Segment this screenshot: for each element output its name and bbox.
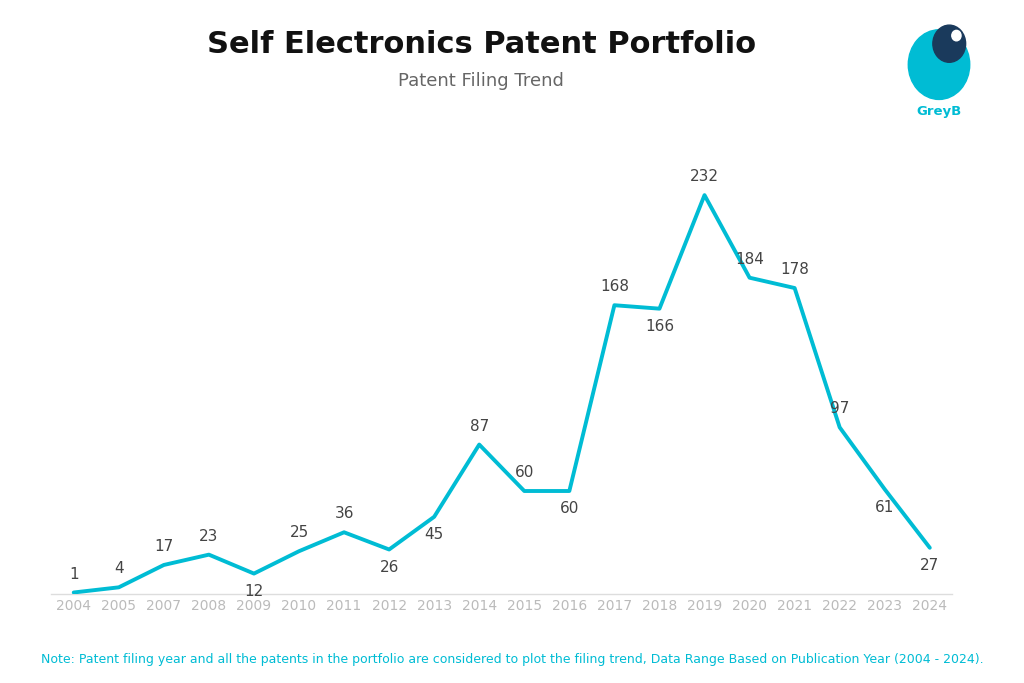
Text: 61: 61	[876, 499, 894, 514]
Text: Patent Filing Trend: Patent Filing Trend	[398, 72, 564, 89]
Text: 97: 97	[830, 402, 849, 417]
Text: 166: 166	[645, 319, 674, 334]
Text: GreyB: GreyB	[916, 104, 962, 117]
Text: 168: 168	[600, 279, 629, 294]
Text: 232: 232	[690, 169, 719, 184]
Text: 17: 17	[155, 539, 173, 554]
Circle shape	[933, 25, 966, 62]
Text: 87: 87	[470, 419, 488, 434]
Text: 4: 4	[114, 561, 124, 576]
Text: 1: 1	[69, 567, 79, 582]
Text: 12: 12	[245, 584, 263, 599]
Text: 178: 178	[780, 262, 809, 277]
Text: 23: 23	[200, 529, 218, 544]
Circle shape	[952, 30, 961, 41]
Circle shape	[908, 30, 970, 100]
Text: 60: 60	[560, 501, 579, 516]
Text: 25: 25	[290, 525, 308, 540]
Text: 26: 26	[380, 559, 398, 574]
Text: 27: 27	[921, 558, 939, 573]
Text: Self Electronics Patent Portfolio: Self Electronics Patent Portfolio	[207, 30, 756, 59]
Text: 184: 184	[735, 252, 764, 267]
Text: Note: Patent filing year and all the patents in the portfolio are considered to : Note: Patent filing year and all the pat…	[41, 653, 984, 666]
Text: 60: 60	[515, 465, 534, 480]
Text: 36: 36	[334, 506, 354, 521]
Text: 45: 45	[425, 527, 443, 542]
